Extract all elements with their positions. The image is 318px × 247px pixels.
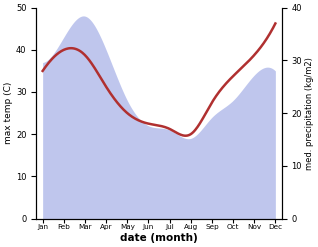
Y-axis label: max temp (C): max temp (C) xyxy=(4,82,13,144)
Y-axis label: med. precipitation (kg/m2): med. precipitation (kg/m2) xyxy=(305,57,314,169)
X-axis label: date (month): date (month) xyxy=(120,233,198,243)
